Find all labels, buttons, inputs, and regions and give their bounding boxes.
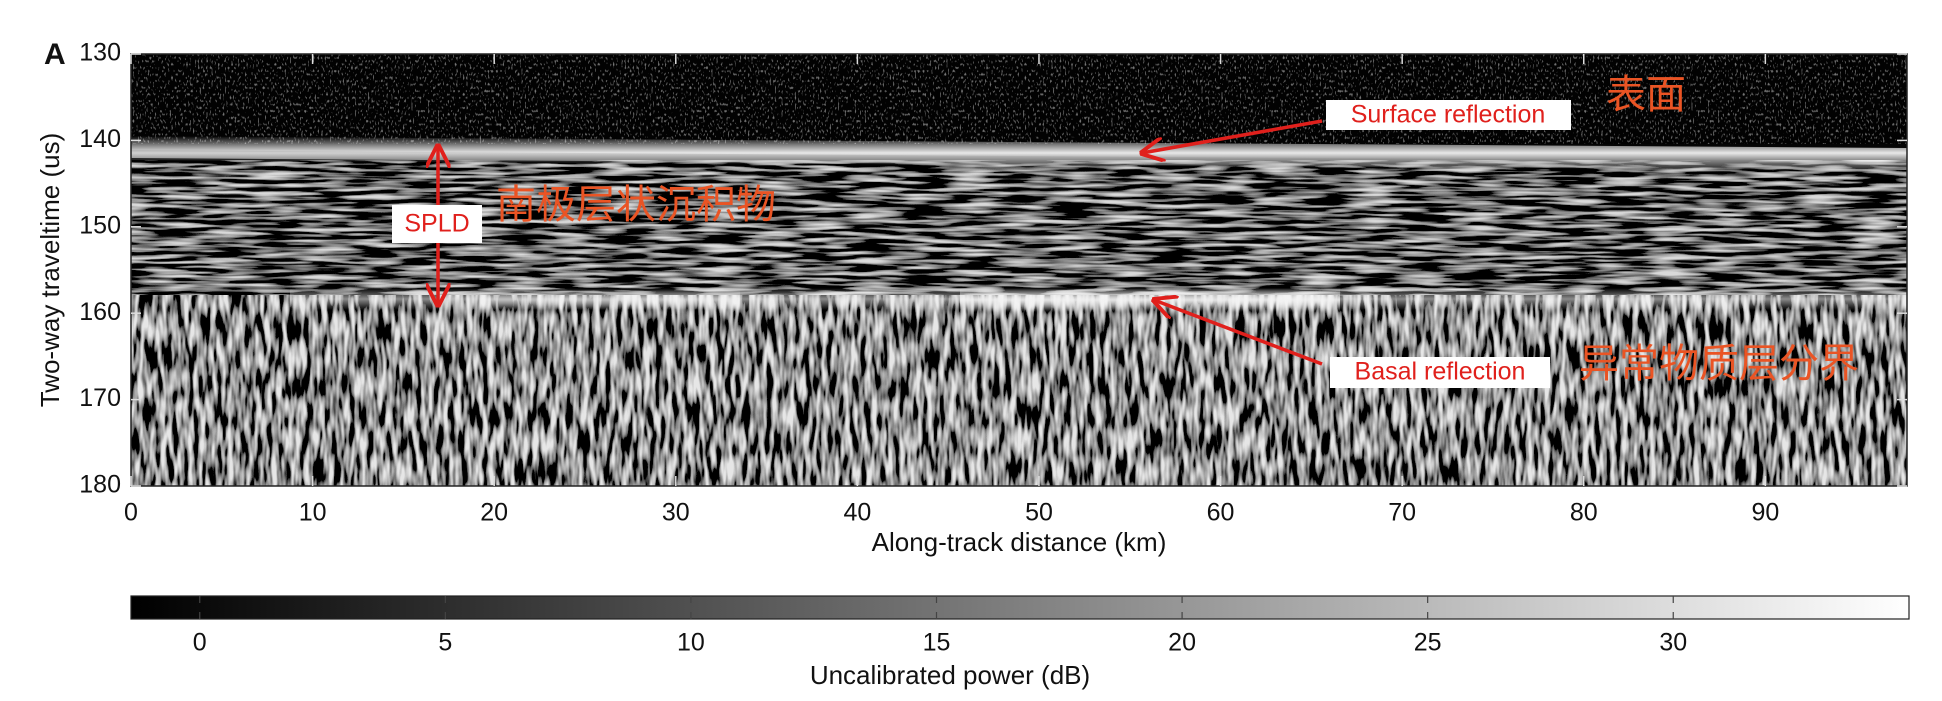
x-tick-label: 90 <box>1751 499 1779 527</box>
x-tick-label: 70 <box>1388 499 1416 527</box>
x-tick-label: 10 <box>299 499 327 527</box>
colorbar-tick-label: 30 <box>1659 629 1687 657</box>
x-tick-label: 20 <box>480 499 508 527</box>
colorbar-tick-label: 0 <box>193 629 207 657</box>
panel-label: A <box>44 38 66 71</box>
x-tick-label: 50 <box>1025 499 1053 527</box>
arrow <box>1154 300 1323 366</box>
translation: 南极层状沉积物 <box>496 182 776 228</box>
x-tick-label: 60 <box>1207 499 1235 527</box>
annotation: Basal reflection <box>1355 358 1526 386</box>
radargram-image <box>131 54 1907 486</box>
arrow <box>1142 119 1323 153</box>
label-box <box>1330 357 1550 388</box>
translation: 表面 <box>1606 72 1686 118</box>
label-box <box>392 205 482 243</box>
colorbar <box>130 595 1910 620</box>
colorbar-tick-label: 25 <box>1414 629 1442 657</box>
label-box <box>1326 100 1571 130</box>
x-tick-label: 40 <box>843 499 871 527</box>
y-tick-label: 150 <box>79 211 121 239</box>
colorbar-tick-label: 10 <box>677 629 705 657</box>
x-tick-label: 80 <box>1570 499 1598 527</box>
x-tick-label: 30 <box>662 499 690 527</box>
y-tick-label: 140 <box>79 125 121 153</box>
y-axis-label: Two-way traveltime (us) <box>35 133 65 408</box>
x-axis-label: Along-track distance (km) <box>872 527 1167 557</box>
annotation: SPLD <box>404 210 469 238</box>
colorbar-tick-label: 15 <box>923 629 951 657</box>
annotation: Surface reflection <box>1351 101 1546 129</box>
translation: 异常物质层分界 <box>1579 341 1859 387</box>
colorbar-label: Uncalibrated power (dB) <box>810 660 1090 690</box>
y-tick-label: 170 <box>79 384 121 412</box>
plot-frame <box>130 53 1908 487</box>
y-tick-label: 130 <box>79 39 121 67</box>
y-tick-label: 180 <box>79 471 121 499</box>
y-tick-label: 160 <box>79 298 121 326</box>
x-tick-label: 0 <box>124 499 138 527</box>
colorbar-tick-label: 20 <box>1168 629 1196 657</box>
colorbar-tick-label: 5 <box>438 629 452 657</box>
